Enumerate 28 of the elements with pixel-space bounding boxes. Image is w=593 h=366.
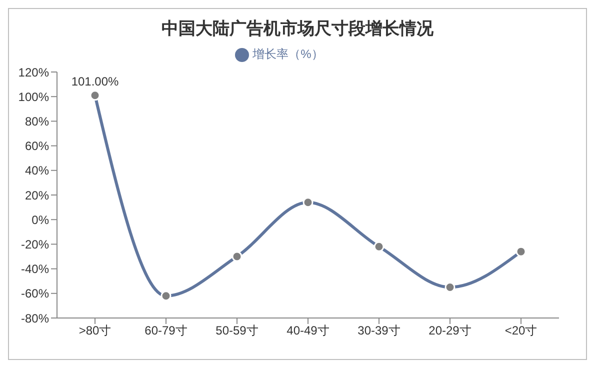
- y-tick-label: 20%: [24, 188, 50, 202]
- legend-label: 增长率（%）: [252, 47, 324, 61]
- y-tick-label: 100%: [18, 90, 50, 104]
- point: [232, 251, 242, 262]
- y-tick-label: 60%: [24, 139, 50, 154]
- y-tick-label: -60%: [20, 286, 50, 301]
- point: [444, 282, 456, 292]
- y-tick-label: 80%: [24, 114, 50, 128]
- chart-title: 中国大陆广告机市场尺寸段增长情况: [160, 18, 434, 40]
- y-tick-label: 40%: [24, 164, 50, 178]
- x-tick-label: 40-49寸: [286, 324, 330, 338]
- point: [302, 197, 314, 208]
- y-tick-label: -40%: [20, 262, 50, 276]
- data-label: 101.00%: [71, 74, 120, 88]
- y-tick-label: -20%: [20, 237, 50, 252]
- x-tick-label: >80寸: [78, 324, 112, 338]
- x-tick-label: 60-79寸: [144, 324, 188, 338]
- point: [516, 246, 526, 257]
- point: [90, 90, 100, 101]
- x-tick-label: 30-39寸: [358, 324, 400, 338]
- x-tick-label: 20-29寸: [428, 324, 472, 338]
- y-tick-label: 0%: [32, 212, 50, 227]
- y-tick-label: 120%: [18, 65, 50, 80]
- point: [160, 290, 172, 302]
- y-tick-label: -80%: [20, 311, 50, 326]
- point: [374, 241, 384, 252]
- x-tick-label: <20寸: [504, 324, 538, 338]
- x-tick-label: 50-59寸: [216, 324, 258, 338]
